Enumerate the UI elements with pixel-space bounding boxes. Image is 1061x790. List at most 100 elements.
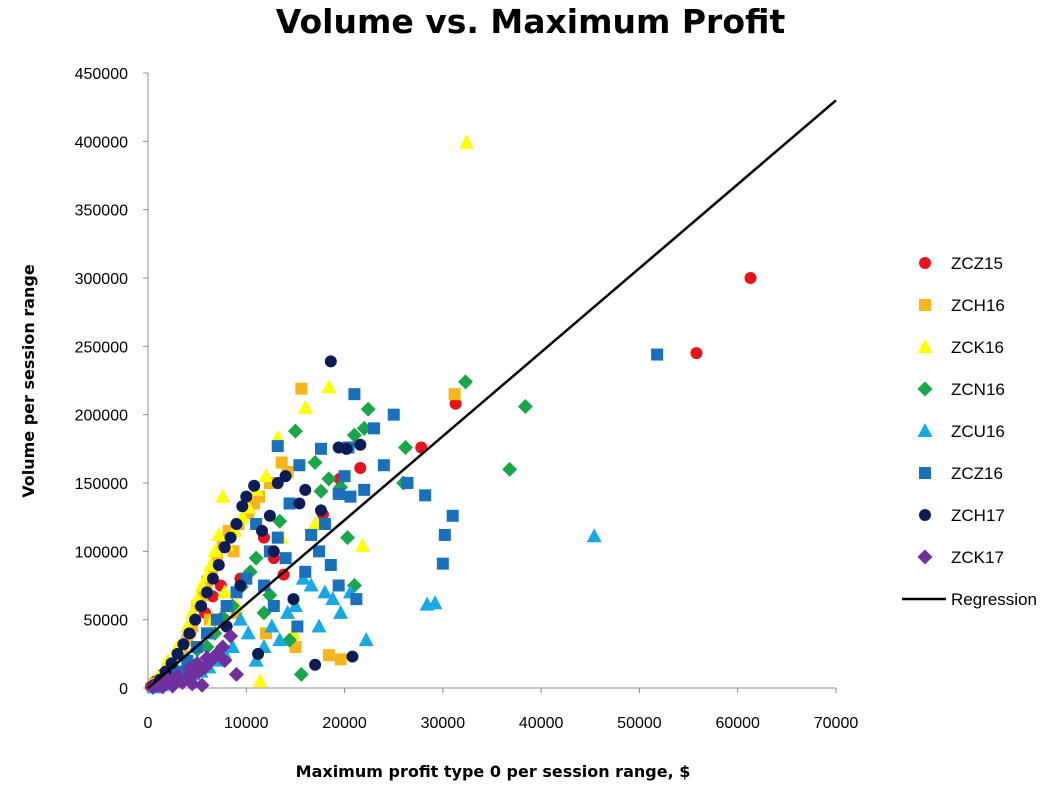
data-point <box>356 420 372 436</box>
data-point <box>398 439 414 455</box>
data-point <box>223 628 239 644</box>
data-point <box>303 577 319 592</box>
x-tick-label: 20000 <box>322 715 367 732</box>
data-point <box>248 497 261 510</box>
data-point <box>283 497 296 510</box>
data-point <box>217 653 233 669</box>
data-point <box>293 497 306 510</box>
x-axis-title: Maximum profit type 0 per session range,… <box>296 762 691 781</box>
data-point <box>744 272 757 284</box>
data-point <box>252 647 265 660</box>
data-point <box>322 649 335 662</box>
data-point <box>264 618 280 633</box>
legend-marker-zck17 <box>917 549 933 565</box>
data-point <box>271 440 284 453</box>
data-point <box>248 550 264 566</box>
x-tick-label: 10000 <box>224 715 269 732</box>
data-point <box>291 620 304 633</box>
data-point <box>145 679 161 695</box>
data-point <box>287 593 300 606</box>
data-point <box>195 600 208 612</box>
data-point <box>232 611 248 626</box>
legend-label-zch17: ZCH17 <box>951 506 1005 525</box>
regression-line <box>147 99 837 689</box>
data-point <box>332 579 345 592</box>
data-point <box>321 471 337 487</box>
x-tick-label: 50000 <box>617 715 662 732</box>
data-point <box>449 397 462 410</box>
data-point <box>271 531 284 544</box>
series-zcz16 <box>151 348 664 692</box>
data-point <box>419 489 432 502</box>
data-point <box>257 579 270 592</box>
data-point <box>313 545 326 558</box>
data-point <box>340 530 356 546</box>
data-point <box>297 399 313 414</box>
data-point <box>332 441 345 454</box>
legend-label-zch16: ZCH16 <box>951 296 1005 315</box>
data-point <box>690 347 703 360</box>
y-tick-label: 0 <box>119 681 128 698</box>
data-point <box>458 134 474 149</box>
legend-label-zcu16: ZCU16 <box>951 422 1005 441</box>
data-point <box>314 442 327 455</box>
x-tick-label: 30000 <box>421 715 466 732</box>
data-point <box>360 401 376 417</box>
data-point <box>215 488 231 503</box>
x-tick-label: 40000 <box>519 715 564 732</box>
data-point <box>651 348 664 361</box>
data-point <box>206 572 219 585</box>
data-point <box>324 559 337 571</box>
data-point <box>318 518 331 530</box>
data-point <box>346 427 362 443</box>
data-point <box>307 516 323 530</box>
data-point <box>234 579 247 592</box>
data-point <box>212 559 225 571</box>
data-point <box>267 545 280 558</box>
data-point <box>387 408 400 421</box>
data-point <box>325 591 341 606</box>
data-point <box>279 470 292 483</box>
y-axis-title: Volume per session range <box>19 264 38 498</box>
data-point <box>314 504 327 517</box>
legend-label-zcz16: ZCZ16 <box>951 464 1003 483</box>
data-point <box>155 679 171 695</box>
series-zcn16 <box>150 374 533 693</box>
data-point <box>354 537 370 552</box>
data-point <box>377 459 390 472</box>
data-point <box>344 490 357 503</box>
data-point <box>199 650 215 666</box>
chart-title: Volume vs. Maximum Profit <box>275 2 786 41</box>
legend-marker-zcz16 <box>919 467 931 479</box>
data-point <box>321 379 337 394</box>
data-point <box>293 666 309 682</box>
legend-marker-zch16 <box>919 299 931 311</box>
legend-label-zcn16: ZCN16 <box>951 380 1005 399</box>
data-point <box>248 652 264 667</box>
y-tick-label: 450000 <box>75 66 128 83</box>
legend-label-zck17: ZCK17 <box>951 548 1004 567</box>
data-point <box>332 487 345 500</box>
data-point <box>256 605 272 621</box>
data-point <box>181 661 197 677</box>
data-point <box>305 528 318 541</box>
data-point <box>207 543 223 558</box>
data-point <box>401 477 414 489</box>
data-point <box>228 666 244 682</box>
series-zck17 <box>145 628 244 695</box>
data-point <box>346 650 359 663</box>
data-point <box>240 625 256 640</box>
data-point <box>307 455 323 470</box>
data-point <box>358 632 374 647</box>
data-point <box>502 461 518 477</box>
x-tick-label: 0 <box>144 715 153 732</box>
data-point <box>183 627 196 640</box>
legend-marker-zcn16 <box>917 381 933 397</box>
data-point <box>230 518 243 530</box>
data-point <box>287 423 303 439</box>
data-point <box>225 639 241 653</box>
y-tick-label: 300000 <box>75 271 128 288</box>
x-tick-label: 60000 <box>715 715 760 732</box>
data-point <box>457 374 473 390</box>
